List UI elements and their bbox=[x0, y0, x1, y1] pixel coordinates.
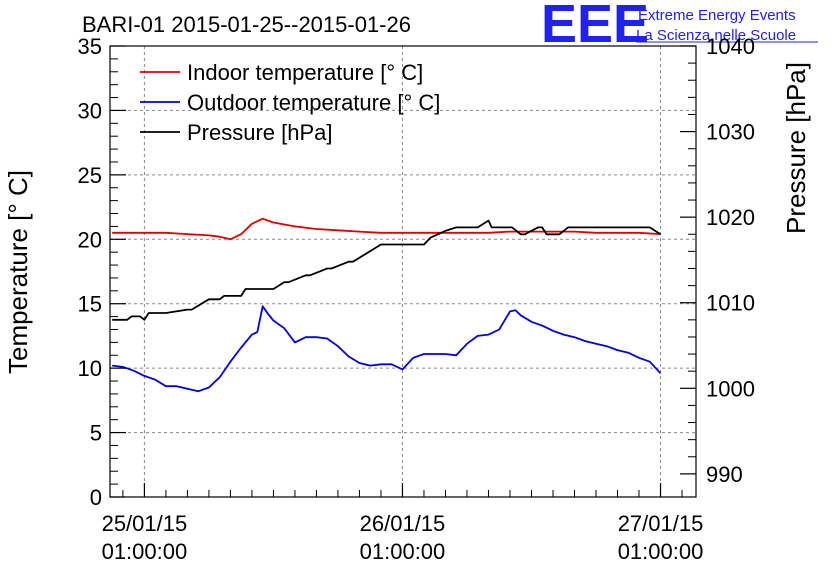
grid bbox=[110, 46, 696, 497]
x-tick-label-time: 01:00:00 bbox=[618, 539, 704, 564]
y-tick-label: 30 bbox=[78, 98, 102, 123]
y2-tick-label: 1040 bbox=[706, 34, 755, 59]
y-tick-label: 25 bbox=[78, 163, 102, 188]
legend-label-pressure: Pressure [hPa] bbox=[187, 120, 333, 145]
legend-label-outdoor: Outdoor temperature [° C] bbox=[187, 90, 440, 115]
y-tick-label: 15 bbox=[78, 292, 102, 317]
logo-mark: EEE bbox=[541, 0, 649, 54]
y2-tick-label: 990 bbox=[706, 462, 743, 487]
y2-tick-label: 1020 bbox=[706, 205, 755, 230]
series-layer bbox=[112, 217, 662, 393]
x-tick-label-date: 26/01/15 bbox=[360, 511, 446, 536]
y-tick-label: 0 bbox=[90, 485, 102, 510]
y2-tick-label: 1010 bbox=[706, 291, 755, 316]
x-tick-label-date: 25/01/15 bbox=[102, 511, 188, 536]
logo-line-2: La Scienza nelle Scuole bbox=[636, 27, 796, 44]
y-axis-title: Temperature [° C] bbox=[3, 170, 33, 374]
legend: Indoor temperature [° C] Outdoor temperat… bbox=[140, 60, 440, 145]
y2-tick-label: 1030 bbox=[706, 120, 755, 145]
chart-title: BARI-01 2015-01-25--2015-01-26 bbox=[82, 12, 411, 37]
x-tick-label-time: 01:00:00 bbox=[102, 539, 188, 564]
left-axis: 0 5 10 15 20 25 30 35 bbox=[78, 34, 126, 510]
y-tick-label: 20 bbox=[78, 227, 102, 252]
y-tick-label: 35 bbox=[78, 34, 102, 59]
series-line-outdoor bbox=[112, 305, 662, 393]
y2-axis-title: Pressure [hPa] bbox=[781, 62, 811, 234]
y2-tick-label: 1000 bbox=[706, 376, 755, 401]
x-tick-label-time: 01:00:00 bbox=[360, 539, 446, 564]
eee-logo: EEE Extreme Energy Events La Scienza nel… bbox=[541, 0, 818, 54]
series-line-indoor bbox=[112, 217, 661, 241]
x-tick-label-date: 27/01/15 bbox=[618, 511, 704, 536]
logo-line-1: Extreme Energy Events bbox=[638, 7, 796, 24]
y-tick-label: 10 bbox=[78, 356, 102, 381]
right-axis: 990 1000 1010 1020 1030 1040 bbox=[680, 34, 755, 487]
legend-label-indoor: Indoor temperature [° C] bbox=[187, 60, 423, 85]
series-line-pressure bbox=[112, 219, 661, 321]
x-axis: 25/01/15 01:00:00 26/01/15 01:00:00 27/01/15… bbox=[102, 483, 704, 564]
y-tick-label: 5 bbox=[90, 421, 102, 446]
